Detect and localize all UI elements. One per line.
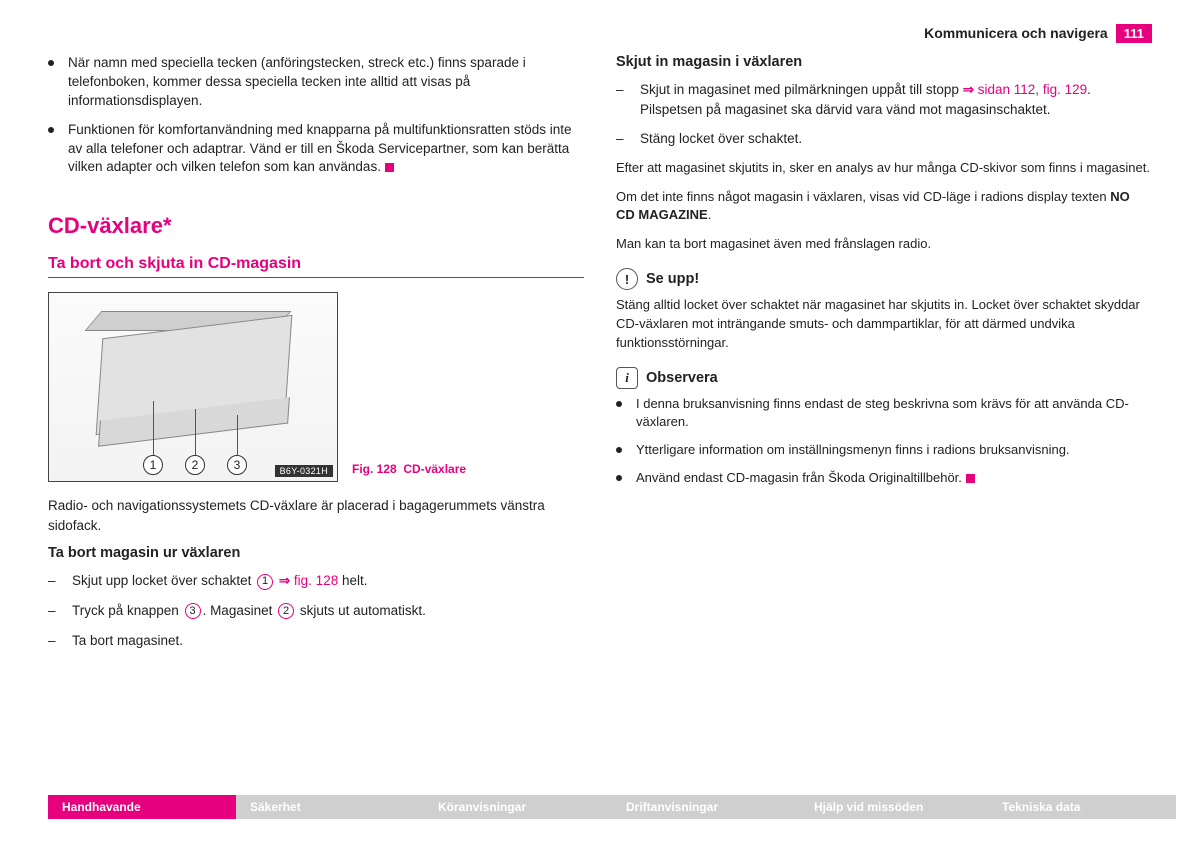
bullet-dot-icon xyxy=(48,60,54,66)
step-item: – Skjut upp locket över schaktet 1 ⇒ fig… xyxy=(48,571,584,591)
bullet-text: När namn med speciella tecken (anförings… xyxy=(68,54,584,111)
step-text: Stäng locket över schaktet. xyxy=(640,129,802,149)
step-item: – Ta bort magasinet. xyxy=(48,631,584,651)
section-title: Kommunicera och navigera xyxy=(924,25,1108,41)
body-text: Man kan ta bort magasinet även med fråns… xyxy=(616,235,1152,254)
figure-128: 1 2 3 B6Y-0321H xyxy=(48,292,338,482)
right-column: Skjut in magasin i växlaren – Skjut in m… xyxy=(616,54,1152,660)
bullet-item: Använd endast CD-magasin från Škoda Orig… xyxy=(616,469,1152,487)
ref-circle-3: 3 xyxy=(185,603,201,619)
callout-line xyxy=(195,409,196,455)
footer-tab-handhavande[interactable]: Handhavande xyxy=(48,795,236,819)
body-text: Om det inte finns något magasin i växlar… xyxy=(616,188,1152,226)
dash-icon: – xyxy=(616,129,626,149)
bullet-item: Funktionen för komfortanvändning med kna… xyxy=(48,121,584,178)
bullet-item: I denna bruksanvisning finns endast de s… xyxy=(616,395,1152,431)
figure-block: 1 2 3 B6Y-0321H Fig. 128 CD-växlare xyxy=(48,292,584,482)
callout-3: 3 xyxy=(227,455,247,475)
dash-icon: – xyxy=(48,571,58,591)
bullet-dot-icon xyxy=(616,475,622,481)
footer-tab-hjalp[interactable]: Hjälp vid missöden xyxy=(800,795,988,819)
left-column: När namn med speciella tecken (anförings… xyxy=(48,54,584,660)
bullet-text: Ytterligare information om inställningsm… xyxy=(636,441,1070,459)
ref-circle-2: 2 xyxy=(278,603,294,619)
footer-tab-koranvisningar[interactable]: Köranvisningar xyxy=(424,795,612,819)
arrow-right-icon: ⇒ xyxy=(279,573,290,588)
step-text: Skjut in magasinet med pilmärkningen upp… xyxy=(640,80,1152,119)
subheading-remove: Ta bort magasin ur växlaren xyxy=(48,545,584,561)
footer-tab-tekniska[interactable]: Tekniska data xyxy=(988,795,1176,819)
callout-line xyxy=(153,401,154,455)
page-header: Kommunicera och navigera 111 xyxy=(48,22,1152,44)
body-text: Efter att magasinet skjutits in, sker en… xyxy=(616,159,1152,178)
body-text: Radio- och navigationssystemets CD-växla… xyxy=(48,496,584,535)
figure-caption: Fig. 128 CD-växlare xyxy=(352,462,466,482)
caution-text: Stäng alltid locket över schaktet när ma… xyxy=(616,296,1152,353)
info-icon: i xyxy=(616,367,638,389)
dash-icon: – xyxy=(616,80,626,119)
bullet-dot-icon xyxy=(616,447,622,453)
callout-1: 1 xyxy=(143,455,163,475)
step-text: Tryck på knappen 3. Magasinet 2 skjuts u… xyxy=(72,601,426,621)
end-square-icon xyxy=(966,474,975,483)
bullet-dot-icon xyxy=(48,127,54,133)
bullet-text: Använd endast CD-magasin från Škoda Orig… xyxy=(636,469,975,487)
end-square-icon xyxy=(385,163,394,172)
step-text: Ta bort magasinet. xyxy=(72,631,183,651)
note-heading: i Observera xyxy=(616,367,1152,389)
dash-icon: – xyxy=(48,601,58,621)
bullet-item: Ytterligare information om inställningsm… xyxy=(616,441,1152,459)
bullet-item: När namn med speciella tecken (anförings… xyxy=(48,54,584,111)
ref-circle-1: 1 xyxy=(257,574,273,590)
page-link[interactable]: sidan 112, fig. 129 xyxy=(978,82,1087,97)
step-item: – Stäng locket över schaktet. xyxy=(616,129,1152,149)
subheading-insert: Skjut in magasin i växlaren xyxy=(616,54,1152,70)
step-item: – Tryck på knappen 3. Magasinet 2 skjuts… xyxy=(48,601,584,621)
figure-id: B6Y-0321H xyxy=(275,465,333,477)
callout-2: 2 xyxy=(185,455,205,475)
page-number: 111 xyxy=(1116,24,1152,43)
step-text: Skjut upp locket över schaktet 1 ⇒ fig. … xyxy=(72,571,368,591)
subheading-magazine: Ta bort och skjuta in CD-magasin xyxy=(48,255,584,278)
bullet-text: I denna bruksanvisning finns endast de s… xyxy=(636,395,1152,431)
caution-heading: ! Se upp! xyxy=(616,268,1152,290)
dash-icon: – xyxy=(48,631,58,651)
arrow-right-icon: ⇒ xyxy=(963,82,974,97)
callout-line xyxy=(237,415,238,455)
footer-tabs: Handhavande Säkerhet Köranvisningar Drif… xyxy=(48,795,1176,819)
bullet-dot-icon xyxy=(616,401,622,407)
step-item: – Skjut in magasinet med pilmärkningen u… xyxy=(616,80,1152,119)
caution-icon: ! xyxy=(616,268,638,290)
footer-tab-driftanvisningar[interactable]: Driftanvisningar xyxy=(612,795,800,819)
footer-tab-sakerhet[interactable]: Säkerhet xyxy=(236,795,424,819)
heading-cd-changer: CD-växlare* xyxy=(48,213,584,239)
bullet-text: Funktionen för komfortanvändning med kna… xyxy=(68,121,584,178)
